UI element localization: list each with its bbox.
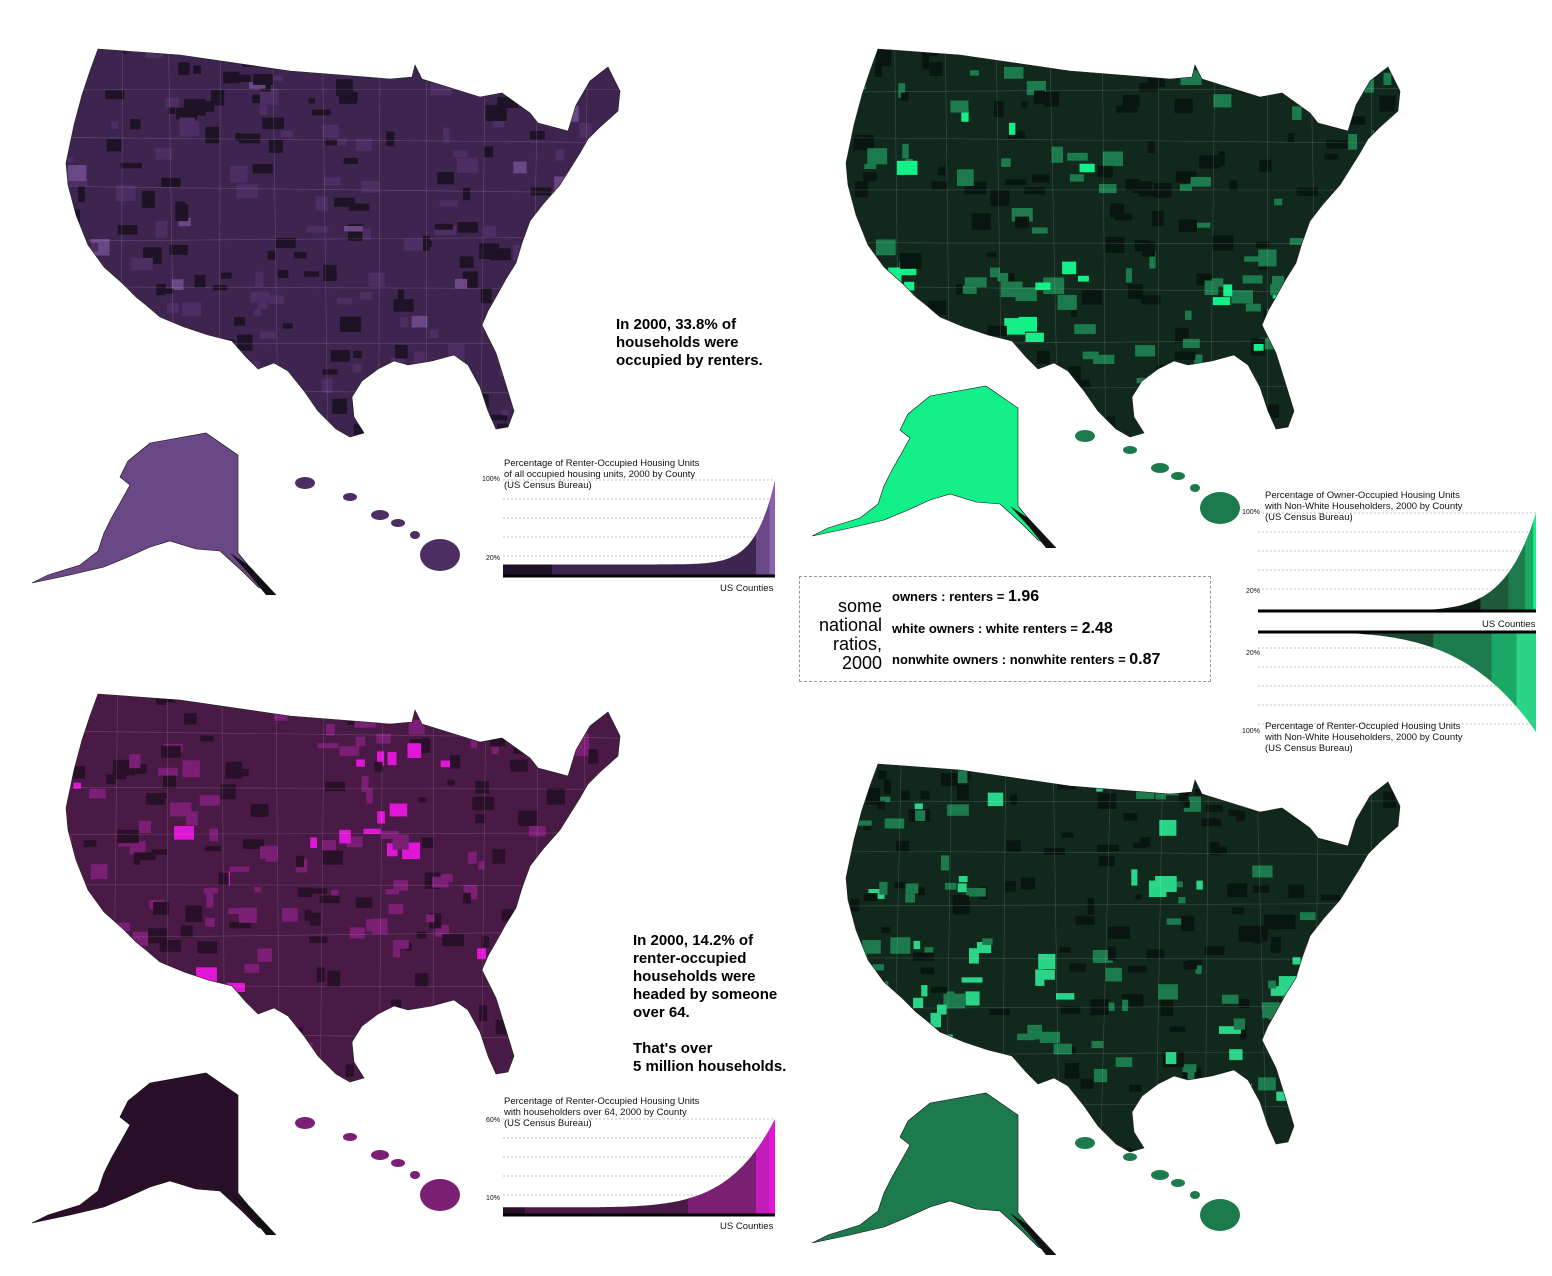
owner-nonwhite-chart-top-tick: 100% — [1242, 509, 1260, 516]
ratio-nonwhite-owners-renters: nonwhite owners : nonwhite renters = 0.8… — [892, 651, 1160, 669]
over64-chart-top-tick: 60% — [486, 1117, 501, 1124]
owner-nonwhite-chart-title: Percentage of Owner-Occupied Housing Uni… — [1265, 490, 1463, 523]
map-renters-conus — [65, 48, 621, 438]
over64-callout: In 2000, 14.2% of renter-occupied househ… — [633, 932, 787, 1075]
renters-distribution-chart — [503, 479, 775, 578]
renter-nonwhite-chart-title: Percentage of Renter-Occupied Housing Un… — [1265, 721, 1463, 754]
ratio-owners-renters: owners : renters = 1.96 — [892, 588, 1039, 606]
over64-chart-low-tick: 10% — [486, 1195, 501, 1202]
map-renter-nonwhite-conus — [845, 763, 1401, 1153]
over64-distribution-chart — [503, 1118, 775, 1217]
renters-chart-x-label: US Counties — [720, 583, 774, 594]
ratio-value: 0.87 — [1129, 651, 1161, 668]
owner-nonwhite-chart-x-label: US Counties — [1482, 619, 1536, 630]
ratio-value: 1.96 — [1007, 588, 1040, 605]
renters-chart-low-tick: 20% — [486, 555, 501, 562]
map-owner-nonwhite-conus — [845, 48, 1401, 438]
renters-chart-title: Percentage of Renter-Occupied Housing Un… — [504, 458, 700, 491]
renters-callout: In 2000, 33.8% of households were occupi… — [616, 316, 763, 369]
over64-chart-x-label: US Counties — [720, 1221, 774, 1232]
ratios-heading: some national ratios, 2000 — [818, 596, 882, 673]
national-ratios-box: some national ratios, 2000 owners : rent… — [799, 576, 1211, 682]
renters-chart-top-tick: 100% — [482, 476, 500, 483]
ratio-white-owners-renters: white owners : white renters = 2.48 — [892, 620, 1113, 638]
ratio-label: white owners : white renters = — [892, 621, 1082, 636]
map-over64-alaska-hawaii — [31, 1072, 460, 1235]
renter-nonwhite-chart-low-tick: 20% — [1246, 650, 1261, 657]
ratio-label: nonwhite owners : nonwhite renters = — [892, 652, 1130, 667]
over64-chart-title: Percentage of Renter-Occupied Housing Un… — [504, 1096, 700, 1129]
map-renters-alaska-hawaii — [31, 432, 460, 595]
renter-nonwhite-chart-top-tick: 100% — [1242, 728, 1260, 735]
owner-nonwhite-chart-low-tick: 20% — [1246, 588, 1261, 595]
ratio-label: owners : renters = — [892, 589, 1008, 604]
map-renter-nonwhite-alaska-hawaii — [811, 1092, 1240, 1255]
renter-nonwhite-distribution-chart — [1258, 630, 1536, 732]
owner-nonwhite-distribution-chart — [1258, 512, 1536, 613]
ratio-value: 2.48 — [1081, 620, 1113, 637]
map-owner-nonwhite-alaska-hawaii — [811, 385, 1240, 548]
map-over64-conus — [65, 693, 621, 1083]
